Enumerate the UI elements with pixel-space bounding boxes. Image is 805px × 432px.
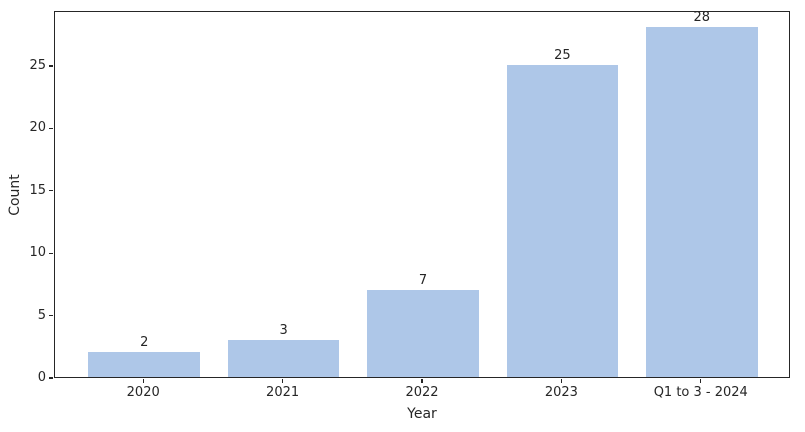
bar-value-label: 3 (279, 322, 288, 338)
bar (506, 64, 619, 377)
y-tick-mark (49, 314, 53, 317)
y-tick-mark (49, 127, 53, 129)
y-tick-mark (49, 377, 53, 379)
x-tick-mark (421, 379, 423, 383)
y-tick-label: 10 (29, 245, 46, 261)
x-tick-mark (560, 379, 562, 383)
x-tick-mark (282, 379, 284, 383)
y-tick-mark (49, 252, 53, 254)
y-tick-label: 0 (37, 370, 46, 385)
bar-value-label: 25 (554, 47, 571, 63)
x-tick-label: 2020 (126, 385, 160, 400)
bar-value-label: 28 (693, 10, 711, 26)
bar (646, 27, 758, 377)
x-tick-label: 2023 (544, 385, 578, 400)
y-tick-label: 20 (29, 120, 46, 136)
bar-value-label: 2 (140, 335, 149, 351)
x-tick-label: 2022 (405, 385, 439, 400)
bar-value-label: 7 (418, 272, 428, 288)
bar (367, 289, 479, 377)
y-tick-mark (49, 190, 53, 192)
x-axis-label: Year (407, 406, 437, 422)
bar (227, 339, 340, 377)
bar (88, 352, 200, 377)
x-tick-mark (142, 379, 144, 383)
plot-area: 2 3 7 25 28 (54, 10, 790, 378)
y-tick-label: 25 (29, 57, 46, 73)
y-tick-mark (49, 65, 53, 67)
x-tick-label: Q1 to 3 - 2024 (653, 385, 748, 400)
x-tick-mark (700, 379, 702, 383)
y-tick-label: 15 (29, 182, 46, 198)
x-tick-label: 2021 (266, 385, 300, 400)
y-tick-label: 5 (37, 307, 46, 323)
